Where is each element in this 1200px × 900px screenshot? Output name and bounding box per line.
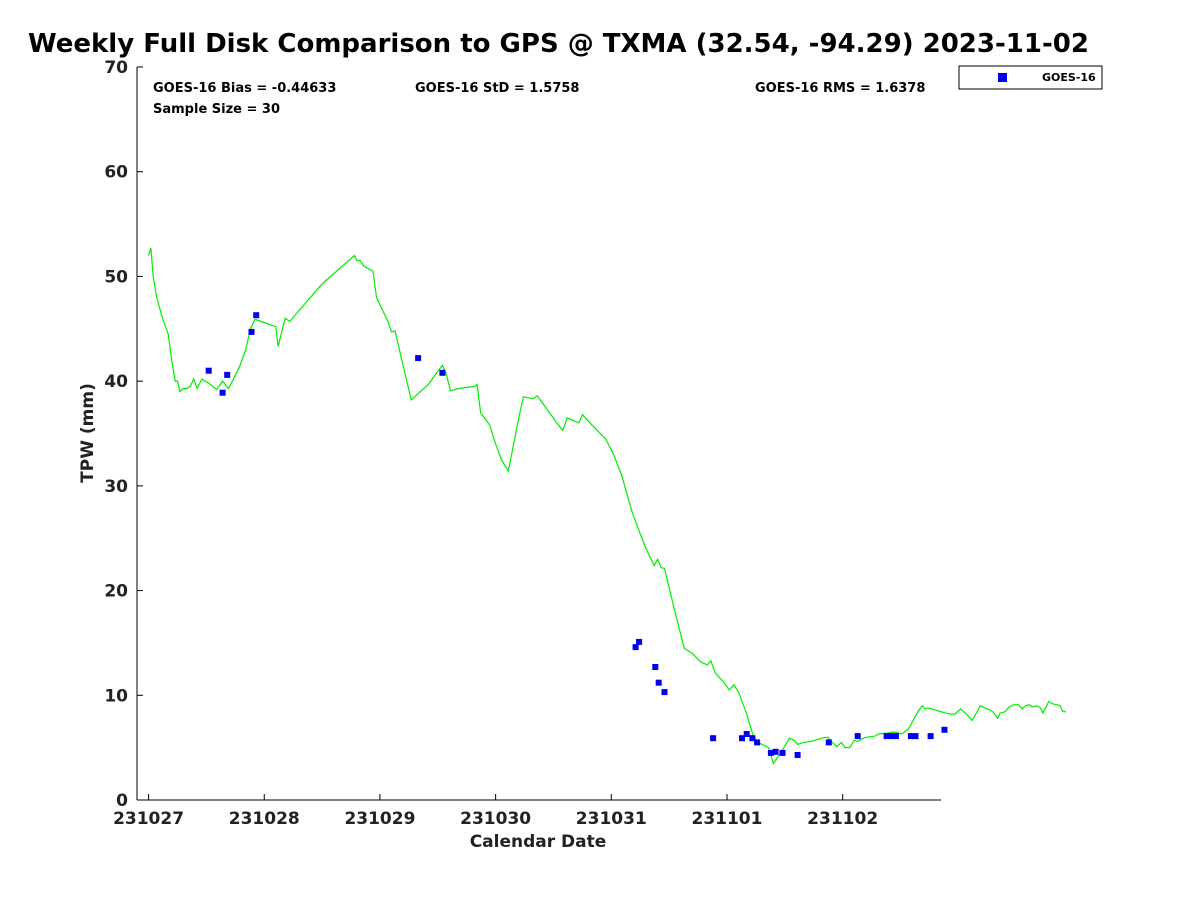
goes16-point: [912, 733, 919, 740]
goes16-point: [739, 735, 745, 742]
x-tick-label: 231102: [807, 809, 878, 829]
legend: GOES-16: [958, 65, 1103, 90]
series-layer: [148, 248, 1067, 765]
y-tick-label: 0: [116, 791, 128, 811]
stat-bias: GOES-16 Bias = -0.44633: [153, 81, 336, 96]
goes16-point: [636, 638, 643, 645]
goes16-point: [941, 726, 948, 733]
y-axis-label: TPW (mm): [78, 383, 98, 483]
goes16-point: [892, 733, 899, 740]
goes16-point: [652, 664, 659, 670]
goes16-point: [710, 735, 717, 742]
chart-title: Weekly Full Disk Comparison to GPS @ TXM…: [28, 29, 1089, 59]
y-tick-label: 20: [104, 582, 128, 602]
goes16-point: [854, 733, 861, 740]
stat-sample-size: Sample Size = 30: [153, 102, 280, 117]
x-tick-label: 231027: [113, 809, 184, 829]
gps-tpw-line: [148, 248, 1067, 765]
legend-label-goes16: GOES-16: [1042, 71, 1096, 84]
goes16-point: [907, 733, 914, 740]
axes-group: [136, 67, 941, 801]
goes16-point: [655, 679, 662, 686]
goes16-point: [927, 733, 934, 740]
goes16-point: [743, 731, 750, 737]
legend-box: [958, 65, 1103, 90]
x-tick-label: 231030: [460, 809, 531, 829]
x-tick-label: 231031: [576, 809, 647, 829]
goes16-point: [661, 689, 668, 696]
y-tick-label: 50: [104, 267, 128, 287]
goes16-point: [779, 749, 786, 756]
y-tick-label: 40: [104, 372, 128, 392]
goes16-point: [825, 739, 832, 746]
goes16-point: [794, 752, 801, 758]
y-tick-label: 60: [104, 163, 128, 183]
goes16-point: [754, 739, 761, 746]
y-tick-label: 70: [104, 58, 128, 78]
x-ticks: 231027 231028 231029 231030 231031 231101 2311…: [113, 794, 878, 829]
y-ticks: 0 10 20 30 40 50 60 70: [104, 58, 143, 811]
goes16-point: [883, 733, 890, 740]
x-tick-label: 231029: [344, 809, 415, 829]
goes16-point: [415, 355, 422, 362]
x-axis-label: Calendar Date: [470, 832, 607, 852]
goes16-point: [632, 644, 639, 651]
legend-marker-goes16: [998, 73, 1007, 82]
x-tick-label: 231101: [691, 809, 762, 829]
goes16-point: [224, 371, 231, 378]
goes16-point: [888, 733, 895, 740]
y-tick-label: 30: [104, 477, 128, 497]
goes16-point: [749, 735, 756, 742]
goes16-point: [253, 312, 260, 319]
goes16-point: [439, 369, 446, 376]
y-tick-label: 10: [104, 686, 128, 706]
goes16-point: [219, 389, 226, 396]
goes16-point: [205, 367, 212, 374]
stat-std: GOES-16 StD = 1.5758: [415, 81, 579, 96]
goes16-point: [248, 328, 255, 335]
x-tick-label: 231028: [229, 809, 300, 829]
goes16-point: [772, 748, 779, 755]
goes16-point: [767, 749, 774, 756]
stat-rms: GOES-16 RMS = 1.6378: [755, 81, 925, 96]
